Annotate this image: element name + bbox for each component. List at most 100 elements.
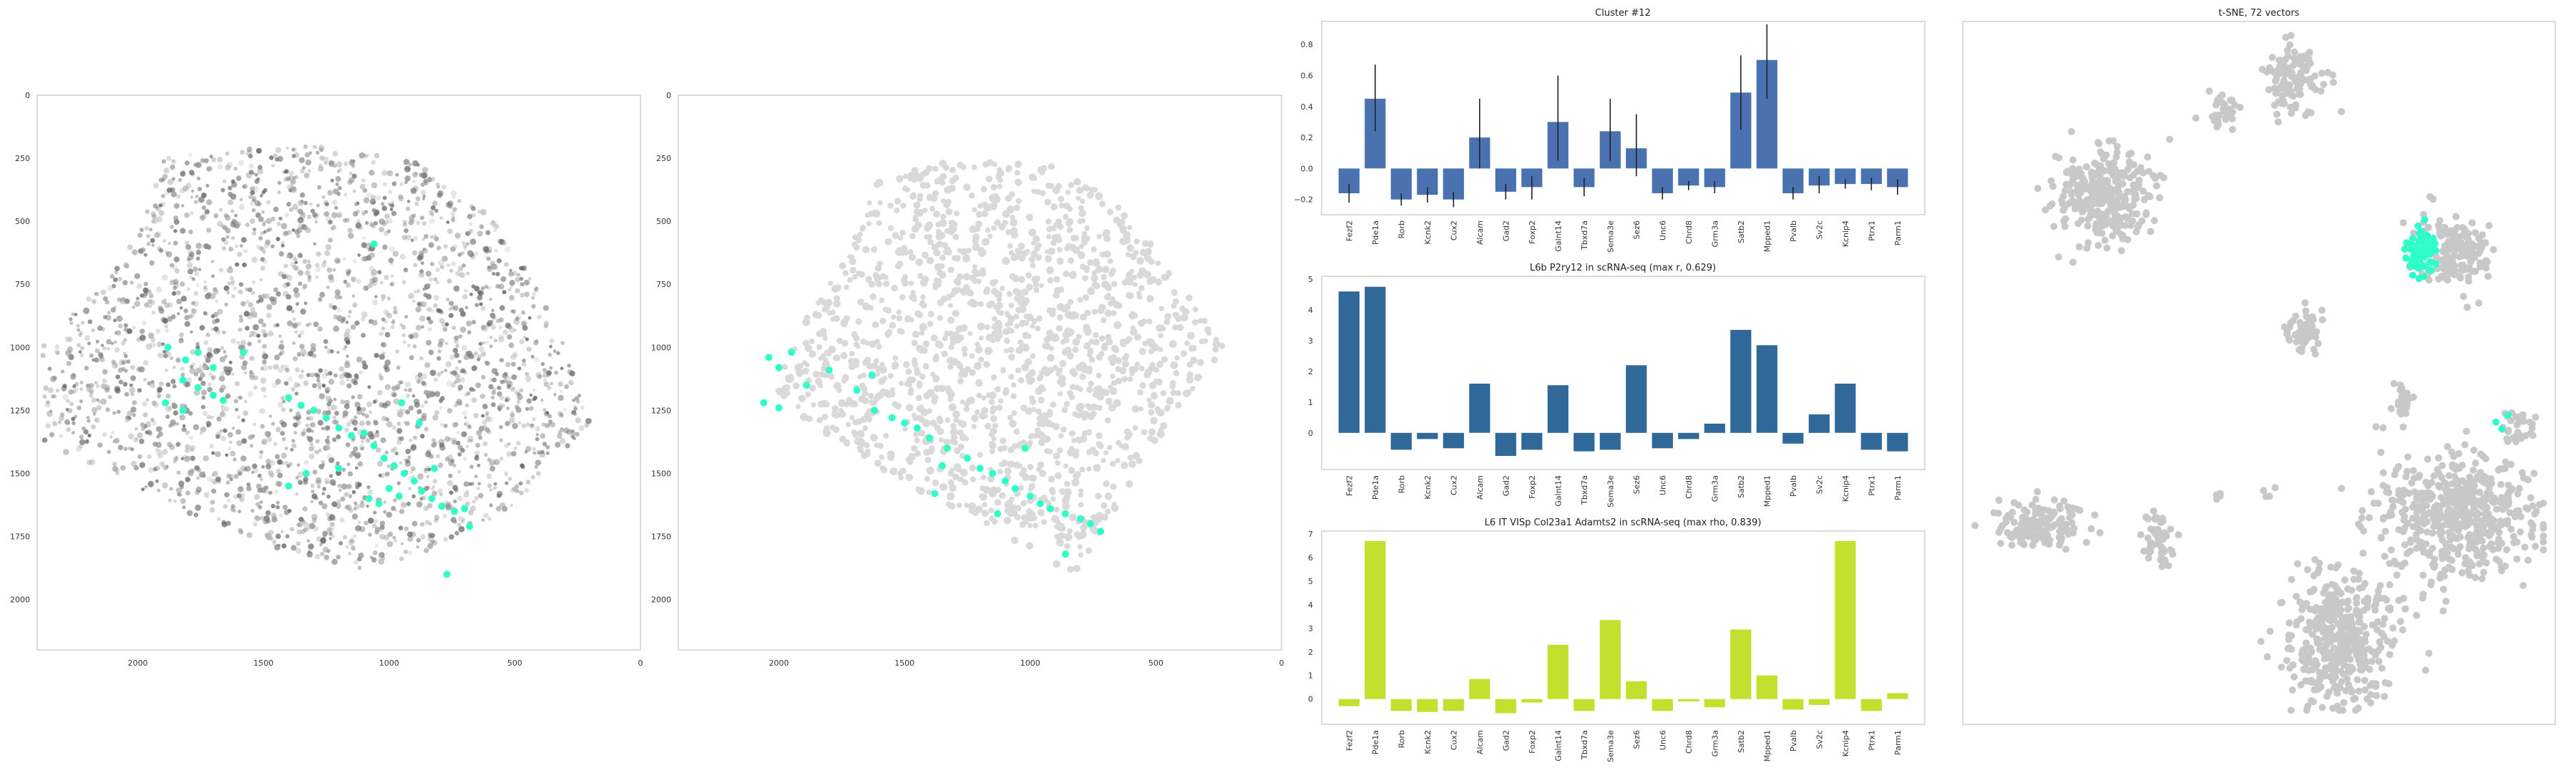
spatial-cell [135, 427, 138, 431]
spatial-cell [206, 292, 211, 297]
spatial-cell [399, 380, 404, 384]
spatial-cell [383, 308, 389, 314]
spatial-cell [892, 361, 899, 369]
spatial-cell [1179, 305, 1186, 312]
spatial-cell [947, 479, 955, 486]
spatial-cell [232, 508, 237, 513]
spatial-cell [337, 483, 342, 488]
spatial-cell [353, 427, 358, 432]
spatial-cell [223, 213, 228, 218]
spatial-cell [326, 495, 331, 499]
category-label: Sez6 [1632, 730, 1641, 749]
category-label: Fezf2 [1345, 730, 1354, 751]
spatial-cell [505, 361, 511, 368]
spatial-cell [318, 448, 322, 452]
spatial-cell [254, 178, 260, 185]
category-label: Gad2 [1501, 475, 1511, 496]
spatial-cell [1050, 422, 1056, 429]
spatial-cell [331, 558, 338, 565]
spatial-cell [340, 399, 346, 404]
spatial-cell [1044, 255, 1053, 263]
spatial-cell [504, 481, 509, 485]
spatial-cell [199, 325, 205, 331]
spatial-cell [474, 251, 479, 256]
spatial-cell [144, 225, 150, 231]
spatial-cell [469, 292, 473, 296]
spatial-cell [857, 429, 865, 438]
spatial-cell [485, 340, 489, 344]
spatial-cell [930, 205, 936, 212]
bar [1365, 286, 1386, 433]
spatial-cell [127, 446, 132, 451]
highlight-cell [162, 399, 170, 407]
tsne-point [2083, 244, 2091, 252]
spatial-cell [225, 393, 231, 399]
spatial-cell [537, 450, 542, 455]
spatial-cell [519, 282, 525, 287]
spatial-cell [212, 319, 218, 324]
spatial-cell [977, 301, 984, 307]
spatial-cell [898, 475, 904, 481]
spatial-cell [243, 467, 248, 472]
spatial-cell [404, 180, 408, 185]
spatial-cell [1053, 334, 1059, 340]
spatial-cell [79, 381, 84, 384]
highlight-cell [310, 407, 318, 414]
tsne-point [2192, 114, 2200, 122]
spatial-cell [291, 309, 295, 313]
spatial-cell [303, 172, 310, 179]
spatial-cell [534, 356, 540, 362]
spatial-cell [283, 505, 288, 510]
spatial-cell [1082, 275, 1088, 281]
spatial-cell [478, 492, 484, 499]
spatial-cell [390, 325, 395, 329]
spatial-cell [481, 374, 486, 380]
spatial-cell [1053, 560, 1060, 568]
spatial-cell [77, 405, 82, 411]
spatial-cell [1010, 536, 1019, 545]
spatial-cell [575, 432, 580, 437]
spatial-cell [1014, 294, 1022, 302]
tsne-point [2124, 166, 2132, 173]
spatial-cell [179, 188, 185, 194]
spatial-cell [1039, 370, 1045, 376]
spatial-cell [1091, 281, 1098, 288]
spatial-cell [904, 315, 911, 321]
spatial-cell [117, 409, 121, 414]
spatial-cell [531, 303, 536, 309]
spatial-cell [236, 440, 243, 447]
spatial-cell [448, 307, 453, 311]
spatial-cell [374, 295, 378, 298]
spatial-cell [157, 488, 161, 492]
spatial-cell [325, 480, 329, 485]
spatial-cell [817, 383, 824, 389]
highlight-cell [803, 381, 811, 389]
spatial-cell [341, 483, 348, 490]
spatial-cell [1169, 379, 1176, 386]
spatial-cell [130, 460, 137, 467]
spatial-cell [1036, 421, 1043, 427]
spatial-cell [1017, 463, 1023, 469]
spatial-cell [199, 432, 203, 435]
spatial-cell [914, 437, 920, 444]
spatial-cell [146, 241, 151, 246]
spatial-cell [201, 193, 207, 198]
spatial-cell [1081, 430, 1088, 437]
spatial-cell [424, 389, 429, 396]
spatial-cell [1053, 276, 1060, 283]
spatial-cell [196, 476, 200, 480]
spatial-cell [473, 413, 479, 419]
spatial-cell [1057, 391, 1063, 397]
spatial-cell [299, 330, 305, 336]
spatial-cell [426, 293, 432, 300]
spatial-cell [980, 485, 986, 492]
spatial-cell [974, 409, 980, 415]
spatial-cell [917, 196, 923, 203]
spatial-cell [529, 393, 533, 397]
spatial-cell [892, 401, 898, 407]
spatial-cell [162, 465, 168, 471]
spatial-cell [316, 477, 322, 484]
y-tick-label: 750 [656, 280, 671, 289]
spatial-cell [241, 438, 248, 444]
spatial-cell [368, 533, 372, 537]
